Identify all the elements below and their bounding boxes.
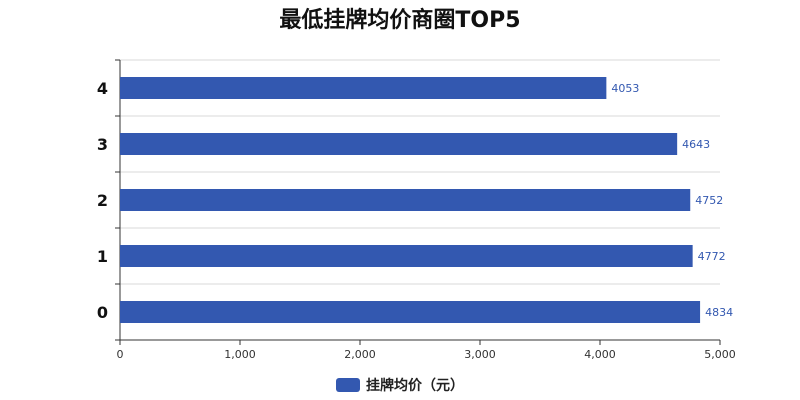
legend-label: 挂牌均价（元） (366, 378, 464, 394)
legend-swatch (336, 378, 360, 392)
chart-title: 最低挂牌均价商圈TOP5 (279, 8, 521, 33)
x-tick-label: 3,000 (464, 348, 496, 361)
x-tick-label: 4,000 (584, 348, 616, 361)
bar (120, 245, 693, 267)
bar-value-label: 4752 (695, 194, 723, 207)
x-tick-label: 0 (117, 348, 124, 361)
x-tick-label: 5,000 (704, 348, 736, 361)
bar (120, 189, 691, 211)
bar-value-label: 4834 (705, 306, 733, 319)
legend[interactable]: 挂牌均价（元） (0, 375, 800, 395)
category-label: 2 (97, 191, 108, 210)
category-label: 4 (97, 79, 108, 98)
category-label: 3 (97, 135, 108, 154)
bar-value-label: 4772 (698, 250, 726, 263)
bar (120, 77, 607, 99)
bar-value-label: 4643 (682, 138, 710, 151)
bar (120, 301, 701, 323)
category-label: 1 (97, 247, 108, 266)
bar (120, 133, 678, 155)
x-tick-label: 1,000 (224, 348, 256, 361)
category-label: 0 (97, 303, 108, 322)
bar-value-label: 4053 (611, 82, 639, 95)
x-tick-label: 2,000 (344, 348, 376, 361)
